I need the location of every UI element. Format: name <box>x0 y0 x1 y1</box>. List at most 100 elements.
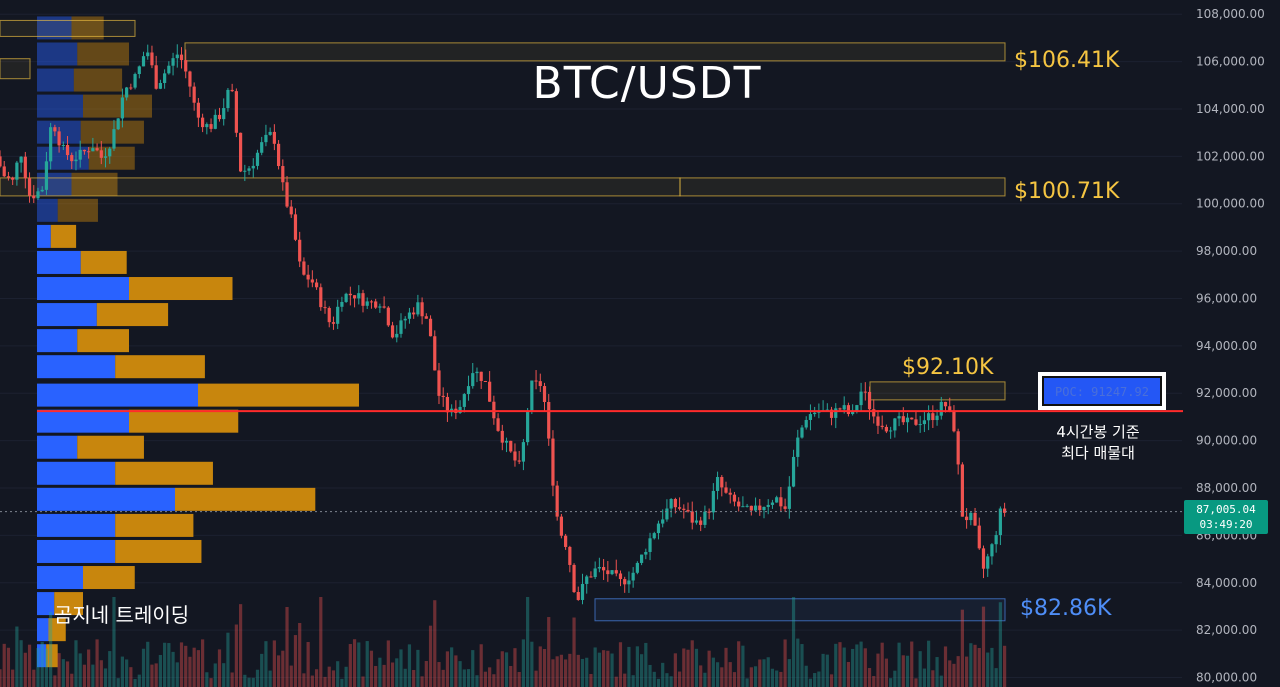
candle-body <box>74 159 78 162</box>
candle-body <box>711 490 715 513</box>
candle-body <box>876 416 880 426</box>
candle-body <box>466 386 471 395</box>
candle-body <box>500 430 504 443</box>
candle-body <box>762 506 766 511</box>
volume-bar <box>639 654 644 687</box>
volume-bar <box>829 674 834 687</box>
candle-body <box>677 507 682 509</box>
volume-bar <box>137 674 141 687</box>
volume-bar <box>125 659 129 687</box>
candle-body <box>707 511 711 513</box>
candle-body <box>0 156 2 167</box>
profile-sell-bar <box>83 566 135 590</box>
candle-body <box>673 498 677 508</box>
candle-body <box>78 149 82 160</box>
volume-bar <box>808 678 813 687</box>
candle-body <box>893 418 897 431</box>
volume-bar <box>289 665 293 687</box>
volume-bar <box>585 657 589 687</box>
candle-body <box>597 567 601 569</box>
y-tick-label: 88,000.00 <box>1196 481 1257 495</box>
candle-body <box>293 214 298 240</box>
candle-body <box>720 477 724 488</box>
profile-buy-bar <box>37 644 47 668</box>
candle-body <box>652 533 656 539</box>
profile-buy-bar <box>37 487 175 511</box>
volume-bar <box>209 678 213 687</box>
candle-body <box>589 576 593 578</box>
profile-buy-bar <box>37 250 81 274</box>
volume-bar <box>572 617 576 687</box>
volume-bar <box>441 669 445 687</box>
candle-body <box>386 307 390 326</box>
candle-body <box>403 318 407 321</box>
volume-bar <box>6 647 11 687</box>
volume-bar <box>192 647 196 687</box>
volume-bar <box>217 649 222 687</box>
volume-bar <box>576 654 580 687</box>
candle-body <box>260 142 264 153</box>
volume-bar <box>665 673 669 687</box>
volume-bar <box>424 660 428 687</box>
volume-bar <box>226 632 230 687</box>
candle-body <box>44 161 49 190</box>
volume-bar <box>766 657 770 687</box>
profile-buy-bar <box>37 198 58 222</box>
level-zone <box>679 177 1006 197</box>
volume-bar <box>707 650 711 687</box>
volume-bar <box>614 676 618 687</box>
volume-bar <box>496 659 500 687</box>
volume-bar <box>116 678 120 687</box>
candle-body <box>838 408 842 410</box>
volume-bar <box>530 641 534 687</box>
candle-body <box>682 508 686 510</box>
volume-bar <box>462 669 466 687</box>
candle-body <box>593 568 597 578</box>
candle-body <box>800 427 804 438</box>
candle-body <box>791 456 796 487</box>
volume-bar <box>952 663 956 687</box>
candle-body <box>11 177 15 180</box>
profile-buy-bar <box>37 355 116 379</box>
candle-body <box>542 386 547 402</box>
candle-body <box>834 408 838 418</box>
volume-bar <box>188 656 192 687</box>
candle-body <box>445 396 450 413</box>
candle-body <box>521 442 526 462</box>
candle-body <box>867 391 872 410</box>
candle-body <box>517 460 521 462</box>
volume-bar <box>559 654 563 687</box>
volume-profile <box>37 16 359 668</box>
candle-body <box>462 394 466 407</box>
volume-bar <box>897 642 901 687</box>
volume-bar <box>656 678 661 687</box>
candle-body <box>27 178 32 196</box>
volume-bar <box>108 651 112 687</box>
candle-body <box>901 416 905 423</box>
candle-body <box>796 437 800 457</box>
y-tick-label: 106,000.00 <box>1196 55 1265 69</box>
candle-body <box>614 570 618 574</box>
candle-body <box>948 406 952 412</box>
candle-body <box>116 118 120 130</box>
volume-bar <box>255 669 260 687</box>
volume-bar <box>935 657 939 687</box>
profile-sell-bar <box>80 120 144 144</box>
y-tick-label: 102,000.00 <box>1196 149 1265 163</box>
volume-bar <box>428 625 433 687</box>
volume-bar <box>196 650 200 687</box>
candle-body <box>323 307 327 309</box>
volume-bar <box>260 653 264 687</box>
profile-sell-bar <box>54 592 83 616</box>
candle-body <box>813 412 817 415</box>
candle-body <box>314 282 319 288</box>
candle-body <box>479 371 483 382</box>
candle-body <box>99 150 103 158</box>
volume-bar <box>133 678 137 687</box>
volume-bar <box>475 675 479 687</box>
profile-buy-bar <box>37 329 78 353</box>
profile-sell-bar <box>129 409 239 433</box>
y-tick-label: 94,000.00 <box>1196 339 1257 353</box>
candle-body <box>40 189 44 192</box>
